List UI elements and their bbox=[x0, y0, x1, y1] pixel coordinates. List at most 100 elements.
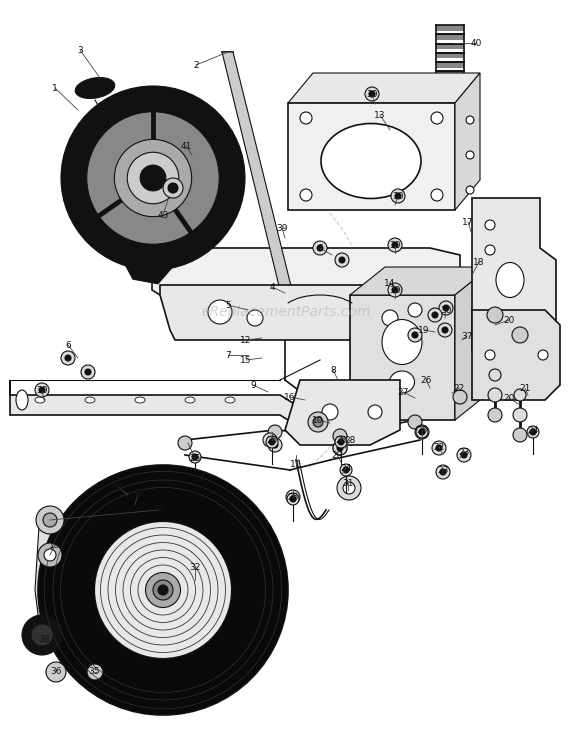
Circle shape bbox=[192, 454, 198, 460]
Text: 23: 23 bbox=[458, 447, 470, 456]
Circle shape bbox=[158, 585, 168, 595]
Circle shape bbox=[419, 429, 425, 435]
Text: 14: 14 bbox=[384, 278, 396, 287]
Circle shape bbox=[247, 310, 263, 326]
Ellipse shape bbox=[382, 320, 422, 364]
Circle shape bbox=[65, 355, 71, 361]
Ellipse shape bbox=[35, 397, 45, 403]
Text: 30: 30 bbox=[366, 90, 378, 99]
Circle shape bbox=[145, 573, 181, 608]
Circle shape bbox=[85, 369, 91, 375]
Circle shape bbox=[300, 189, 312, 201]
Circle shape bbox=[431, 189, 443, 201]
Circle shape bbox=[412, 332, 418, 338]
Text: 24: 24 bbox=[340, 464, 352, 473]
Text: eReplacementParts.com: eReplacementParts.com bbox=[201, 305, 371, 318]
Text: 33: 33 bbox=[132, 488, 144, 497]
Text: 28: 28 bbox=[344, 436, 356, 444]
Text: 35: 35 bbox=[88, 668, 100, 677]
Circle shape bbox=[408, 303, 422, 317]
Circle shape bbox=[436, 465, 450, 479]
Ellipse shape bbox=[390, 371, 415, 393]
Circle shape bbox=[127, 152, 179, 204]
Text: 32: 32 bbox=[189, 562, 201, 571]
Text: 6: 6 bbox=[65, 341, 71, 349]
Circle shape bbox=[457, 448, 471, 462]
Circle shape bbox=[178, 436, 192, 450]
Circle shape bbox=[317, 245, 323, 251]
Text: 9: 9 bbox=[250, 381, 256, 390]
Circle shape bbox=[489, 369, 501, 381]
Bar bbox=[436, 62, 464, 68]
Circle shape bbox=[431, 112, 443, 124]
Circle shape bbox=[487, 307, 503, 323]
Circle shape bbox=[81, 365, 95, 379]
Text: 24: 24 bbox=[527, 425, 539, 435]
Circle shape bbox=[87, 664, 103, 680]
Circle shape bbox=[43, 513, 57, 527]
Circle shape bbox=[527, 426, 539, 438]
Circle shape bbox=[32, 625, 52, 645]
Ellipse shape bbox=[185, 397, 195, 403]
Circle shape bbox=[46, 662, 66, 682]
Circle shape bbox=[263, 433, 277, 447]
Text: 25: 25 bbox=[416, 425, 428, 435]
Circle shape bbox=[337, 445, 343, 451]
Text: 3: 3 bbox=[77, 45, 83, 54]
Text: 36: 36 bbox=[50, 666, 62, 675]
Polygon shape bbox=[350, 267, 490, 295]
Bar bbox=[436, 53, 464, 59]
Circle shape bbox=[267, 437, 273, 443]
Text: 31: 31 bbox=[153, 505, 165, 514]
Circle shape bbox=[290, 496, 296, 502]
Ellipse shape bbox=[135, 397, 145, 403]
Circle shape bbox=[485, 350, 495, 360]
Text: 31: 31 bbox=[342, 479, 353, 487]
Text: 25: 25 bbox=[189, 453, 201, 462]
Circle shape bbox=[287, 493, 299, 505]
Circle shape bbox=[428, 308, 442, 322]
Circle shape bbox=[268, 438, 282, 452]
Text: 1: 1 bbox=[52, 84, 58, 93]
Circle shape bbox=[286, 490, 300, 504]
Text: 37: 37 bbox=[461, 332, 472, 341]
Circle shape bbox=[538, 350, 548, 360]
Bar bbox=[436, 71, 464, 77]
Polygon shape bbox=[35, 510, 65, 630]
Text: 7: 7 bbox=[225, 350, 231, 360]
Circle shape bbox=[388, 283, 402, 297]
Text: 20: 20 bbox=[503, 315, 515, 324]
Circle shape bbox=[488, 408, 502, 422]
Polygon shape bbox=[222, 52, 292, 290]
Text: 30: 30 bbox=[390, 240, 401, 249]
Text: 40: 40 bbox=[470, 39, 482, 47]
Polygon shape bbox=[10, 380, 355, 440]
Circle shape bbox=[266, 436, 278, 448]
Circle shape bbox=[337, 476, 361, 500]
Circle shape bbox=[415, 425, 429, 439]
Circle shape bbox=[335, 436, 347, 448]
Text: 15: 15 bbox=[240, 355, 252, 364]
Circle shape bbox=[38, 465, 288, 715]
Ellipse shape bbox=[85, 397, 95, 403]
Circle shape bbox=[466, 151, 474, 159]
Circle shape bbox=[485, 245, 495, 255]
Text: 19: 19 bbox=[418, 326, 430, 335]
Circle shape bbox=[512, 327, 528, 343]
Circle shape bbox=[335, 253, 349, 267]
Circle shape bbox=[466, 186, 474, 194]
Polygon shape bbox=[152, 248, 460, 295]
Polygon shape bbox=[285, 380, 400, 445]
Circle shape bbox=[290, 494, 296, 500]
Ellipse shape bbox=[496, 263, 524, 298]
Circle shape bbox=[369, 91, 375, 97]
Circle shape bbox=[140, 165, 166, 191]
Text: 25: 25 bbox=[335, 436, 347, 444]
Polygon shape bbox=[123, 233, 178, 283]
Circle shape bbox=[368, 405, 382, 419]
Ellipse shape bbox=[321, 123, 421, 199]
Circle shape bbox=[488, 388, 502, 402]
Circle shape bbox=[340, 464, 352, 476]
Circle shape bbox=[300, 112, 312, 124]
Circle shape bbox=[530, 429, 536, 435]
